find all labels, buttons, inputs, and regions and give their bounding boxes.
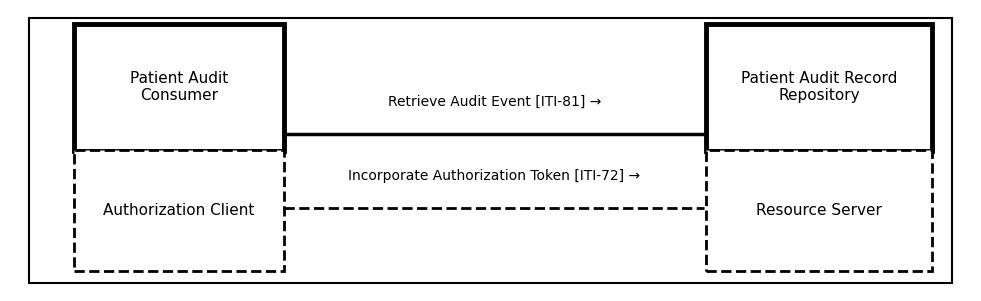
Bar	[74, 24, 284, 150]
Bar	[29, 18, 952, 283]
Bar	[706, 24, 932, 150]
Text: Retrieve Audit Event [ITI-81] →: Retrieve Audit Event [ITI-81] →	[387, 95, 601, 109]
Text: Patient Audit
Consumer: Patient Audit Consumer	[129, 71, 229, 104]
Text: Incorporate Authorization Token [ITI-72] →: Incorporate Authorization Token [ITI-72]…	[348, 169, 641, 183]
Text: Resource Server: Resource Server	[756, 203, 882, 218]
Bar	[706, 150, 932, 271]
Text: Authorization Client: Authorization Client	[103, 203, 255, 218]
Text: Patient Audit Record
Repository: Patient Audit Record Repository	[741, 71, 898, 104]
Bar	[74, 150, 284, 271]
